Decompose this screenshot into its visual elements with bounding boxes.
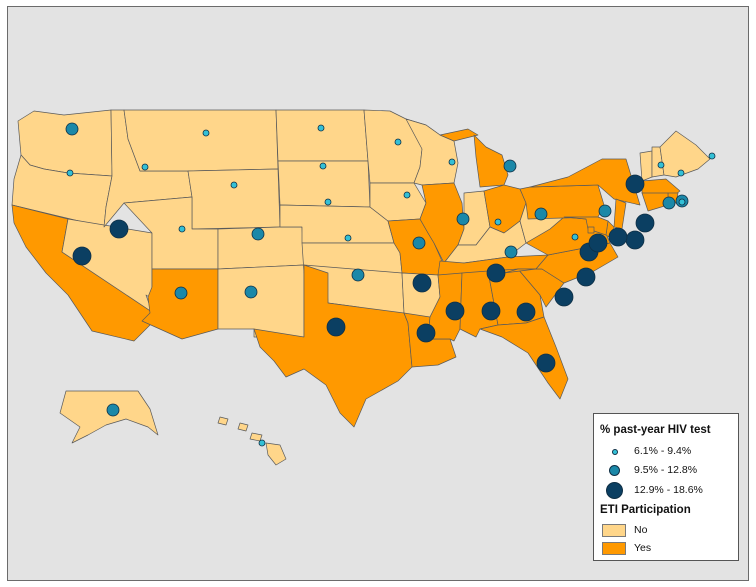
state-nd — [275, 109, 369, 162]
legend-hiv-title: % past-year HIV test — [600, 424, 711, 436]
hiv-dot-wa — [65, 122, 79, 136]
legend-hiv-label-high: 12.9% - 18.6% — [634, 484, 703, 496]
hiv-dot-nv — [109, 219, 129, 239]
hiv-dot-pa — [598, 204, 612, 218]
hiv-dot-ct — [662, 196, 676, 210]
hiv-dot-ut — [178, 225, 186, 233]
state-md — [563, 216, 609, 236]
state-hi — [217, 416, 287, 466]
state-fl — [479, 316, 569, 400]
legend-hiv-row-low: 6.1% - 9.4% — [594, 443, 738, 461]
hiv-dot-md — [608, 227, 628, 247]
state-pa — [519, 184, 605, 220]
hiv-dot-nd — [317, 124, 325, 132]
hiv-dot-la — [416, 323, 436, 343]
legend-eti-title: ETI Participation — [600, 504, 691, 516]
state-ak — [59, 390, 159, 444]
hiv-dot-tn — [486, 263, 506, 283]
hiv-dot-vt — [657, 161, 665, 169]
legend-hiv-row-high: 12.9% - 18.6% — [594, 482, 738, 500]
state-tx — [253, 264, 413, 428]
hiv-dot-ia — [403, 191, 411, 199]
hiv-dot-or — [66, 169, 74, 177]
state-nj — [613, 198, 627, 230]
hiv-dot-co — [251, 227, 265, 241]
state-nm — [217, 264, 305, 338]
state-dc — [587, 226, 595, 234]
hiv-dot-ar — [412, 273, 432, 293]
us-states-map — [11, 109, 716, 466]
legend-dot-low-icon — [612, 449, 618, 455]
hiv-dot-hi — [258, 439, 266, 447]
hiv-dot-ny — [625, 174, 645, 194]
state-me — [659, 130, 711, 178]
legend-swatch-yes — [602, 542, 626, 555]
hiv-dot-ms — [445, 301, 465, 321]
hiv-dot-wv — [571, 233, 579, 241]
hiv-dot-id — [141, 163, 149, 171]
hiv-dot-ga — [516, 302, 536, 322]
state-vt — [639, 150, 653, 182]
hiv-dot-tx — [326, 317, 346, 337]
hiv-dot-nc — [576, 267, 596, 287]
legend-eti-row-no: No — [594, 522, 738, 540]
hiv-dot-mn — [394, 138, 402, 146]
hiv-dot-me — [708, 152, 716, 160]
legend-eti-label-yes: Yes — [634, 542, 652, 554]
hiv-dot-mi — [503, 159, 517, 173]
legend-swatch-no — [602, 524, 626, 537]
state-az — [141, 268, 219, 340]
state-mi — [439, 128, 509, 188]
legend-dot-high-icon — [606, 482, 623, 499]
hiv-dot-de — [625, 230, 645, 250]
state-mt — [123, 109, 279, 172]
hiv-dot-az — [174, 286, 188, 300]
hiv-dot-al — [481, 301, 501, 321]
hiv-dot-nm — [244, 285, 258, 299]
state-wy — [187, 168, 281, 230]
legend-hiv-row-mid: 9.5% - 12.8% — [594, 462, 738, 480]
hiv-dot-ks — [344, 234, 352, 242]
hiv-dot-ak — [106, 403, 120, 417]
hiv-dot-dc — [588, 233, 608, 253]
hiv-dot-wy — [230, 181, 238, 189]
hiv-dot-sc — [554, 287, 574, 307]
legend-hiv-label-mid: 9.5% - 12.8% — [634, 464, 698, 476]
hiv-dot-mo — [412, 236, 426, 250]
hiv-dot-mt — [202, 129, 210, 137]
hiv-dot-sd — [319, 162, 327, 170]
hiv-dot-ne — [324, 198, 332, 206]
hiv-dot-ca — [72, 246, 92, 266]
hiv-dot-in — [494, 218, 502, 226]
legend-eti-row-yes: Yes — [594, 540, 738, 558]
hiv-dot-wi — [448, 158, 456, 166]
legend-eti-label-no: No — [634, 524, 648, 536]
map-frame: % past-year HIV test 6.1% - 9.4% 9.5% - … — [7, 6, 749, 581]
hiv-dot-il — [456, 212, 470, 226]
legend-hiv-label-low: 6.1% - 9.4% — [634, 445, 692, 457]
hiv-dot-ky — [504, 245, 518, 259]
hiv-dot-nj — [635, 213, 655, 233]
legend-dot-mid-icon — [609, 465, 620, 476]
hiv-dot-ok — [351, 268, 365, 282]
hiv-dot-oh — [534, 207, 548, 221]
hiv-dot-ri — [678, 198, 686, 206]
hiv-dot-fl — [536, 353, 556, 373]
legend: % past-year HIV test 6.1% - 9.4% 9.5% - … — [593, 413, 739, 561]
hiv-dot-nh — [677, 169, 685, 177]
